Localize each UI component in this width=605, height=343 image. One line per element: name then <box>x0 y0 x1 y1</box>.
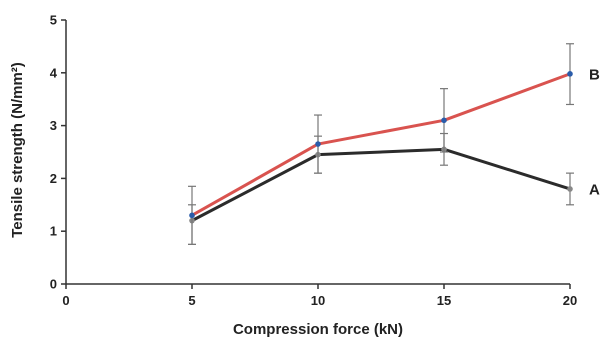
series-label: B <box>589 66 600 83</box>
y-tick-label: 1 <box>50 224 57 239</box>
y-tick-label: 0 <box>50 277 57 292</box>
series-label: A <box>589 181 600 198</box>
y-axis-title: Tensile strength (N/mm²) <box>9 62 26 238</box>
series-layer: AB <box>188 43 600 245</box>
series-line <box>191 147 571 222</box>
series-A: A <box>188 132 600 245</box>
x-tick-label: 20 <box>563 293 577 308</box>
data-point <box>567 71 573 77</box>
data-point <box>315 141 321 147</box>
series-B: B <box>188 43 600 245</box>
y-tick-label: 5 <box>50 13 57 28</box>
data-point <box>189 212 195 219</box>
data-point <box>441 117 447 124</box>
y-tick-label: 4 <box>50 65 58 80</box>
x-tick-label: 10 <box>311 293 325 308</box>
axes: 0 1 2 3 4 5 0 5 10 15 20 <box>50 13 577 309</box>
x-axis-title: Compression force (kN) <box>233 321 403 338</box>
series-line <box>191 72 571 217</box>
y-tick-label: 3 <box>50 118 57 133</box>
y-tick-label: 2 <box>50 171 57 186</box>
data-point <box>567 186 573 192</box>
x-tick-label: 15 <box>437 293 451 308</box>
x-tick-label: 0 <box>62 293 69 308</box>
x-tick-label: 5 <box>188 293 195 308</box>
